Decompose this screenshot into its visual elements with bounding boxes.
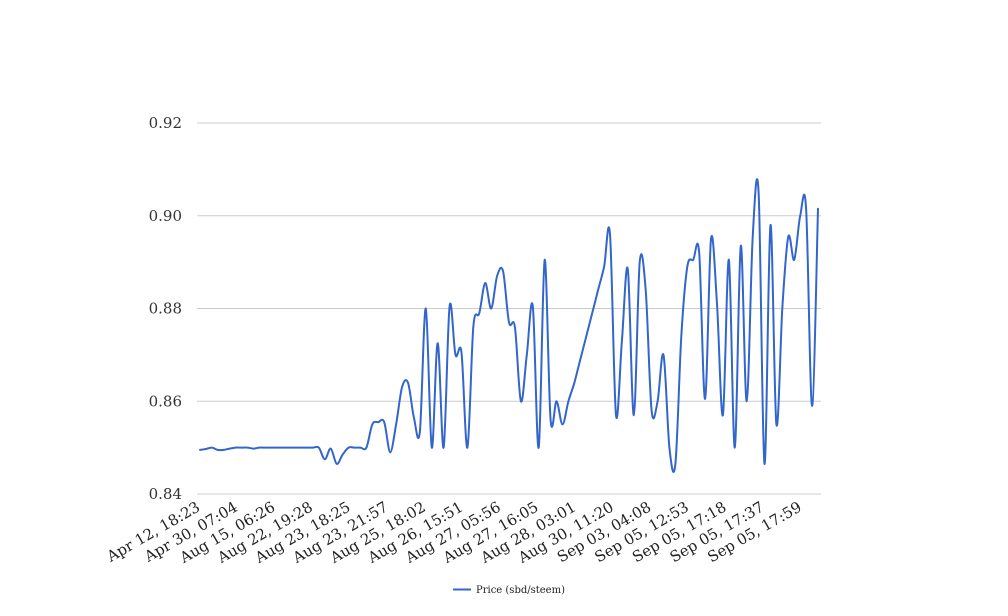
y-tick-label: 0.84 — [149, 485, 182, 503]
y-axis-tick-labels: 0.84 0.86 0.88 0.90 0.92 — [149, 114, 182, 503]
y-tick-label: 0.92 — [149, 114, 182, 132]
y-tick-label: 0.90 — [149, 207, 182, 225]
series-line-0 — [199, 178, 819, 473]
legend: Price (sbd/steem) — [453, 585, 565, 596]
y-tick-label: 0.88 — [149, 300, 182, 318]
y-gridlines — [197, 122, 821, 495]
legend-label: Price (sbd/steem) — [476, 585, 565, 596]
y-tick-label: 0.86 — [149, 392, 182, 410]
series-group — [199, 178, 819, 473]
